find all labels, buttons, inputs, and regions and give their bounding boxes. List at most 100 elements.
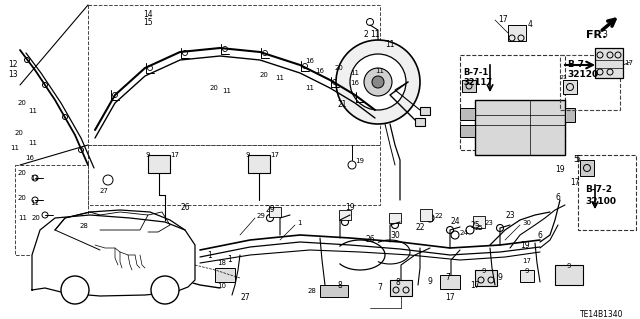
Text: 20: 20 [18, 195, 27, 201]
Text: 19: 19 [355, 158, 364, 164]
Text: 20: 20 [210, 85, 219, 91]
Text: 23: 23 [485, 220, 494, 226]
Bar [473, 216, 485, 228]
Text: 17: 17 [470, 280, 480, 290]
Text: 29: 29 [265, 205, 275, 214]
Text: 20: 20 [15, 130, 24, 136]
Bar [475, 100, 565, 155]
Bar [420, 107, 430, 115]
Bar [563, 80, 577, 94]
Bar [595, 48, 623, 78]
Text: 9: 9 [482, 268, 486, 274]
Text: B-7-2: B-7-2 [585, 185, 612, 194]
Text: 30: 30 [522, 220, 531, 226]
Text: 5: 5 [575, 155, 580, 164]
Bar [15, 165, 88, 255]
Bar [320, 285, 348, 297]
Text: 25: 25 [475, 225, 484, 231]
Text: 11: 11 [305, 85, 314, 91]
Text: 20: 20 [18, 170, 27, 176]
Text: 14: 14 [143, 10, 153, 19]
Text: 11: 11 [30, 200, 39, 206]
Bar [88, 145, 380, 205]
Text: 13: 13 [8, 70, 18, 79]
Circle shape [364, 68, 392, 96]
Text: 28: 28 [308, 288, 317, 294]
Text: 32120: 32120 [567, 70, 598, 79]
Text: 11: 11 [350, 70, 359, 76]
Text: 28: 28 [80, 223, 89, 229]
Text: 17: 17 [570, 178, 580, 187]
Bar [520, 270, 534, 282]
Text: 21: 21 [560, 75, 568, 80]
Circle shape [336, 40, 420, 124]
Text: FR.: FR. [586, 30, 607, 40]
Bar [578, 155, 636, 230]
Text: 23: 23 [505, 211, 515, 219]
Bar [215, 268, 235, 282]
Text: 26: 26 [180, 204, 190, 212]
Bar [565, 108, 575, 122]
Text: 11: 11 [275, 75, 284, 81]
Text: 32100: 32100 [585, 197, 616, 206]
Text: 9: 9 [497, 273, 502, 283]
Bar [508, 25, 526, 41]
Bar [415, 118, 425, 126]
Circle shape [61, 276, 89, 304]
Text: 17: 17 [624, 60, 633, 66]
Text: 18: 18 [218, 260, 227, 266]
Text: 7: 7 [445, 273, 451, 282]
Bar [389, 213, 401, 223]
Bar [460, 108, 475, 120]
Text: 9: 9 [428, 278, 433, 286]
Text: 27: 27 [100, 188, 109, 194]
Text: 16: 16 [315, 68, 324, 74]
Bar [248, 155, 270, 173]
Bar [339, 210, 351, 220]
Text: 11: 11 [18, 215, 27, 221]
Bar [560, 55, 620, 110]
Text: 32117: 32117 [463, 78, 492, 87]
Text: 9: 9 [245, 152, 250, 158]
Text: 20: 20 [32, 215, 41, 221]
Bar [93, 220, 121, 232]
Text: 11: 11 [222, 88, 231, 94]
Bar [462, 80, 476, 92]
Text: 24: 24 [460, 230, 468, 236]
Bar [440, 275, 460, 289]
Text: 19: 19 [520, 241, 530, 249]
Text: 16: 16 [350, 80, 359, 86]
Text: 17: 17 [170, 152, 179, 158]
Circle shape [372, 76, 384, 88]
Text: 17: 17 [270, 152, 279, 158]
Text: B-7: B-7 [567, 60, 584, 69]
Text: 8: 8 [396, 278, 401, 287]
Text: 16: 16 [305, 58, 314, 64]
Bar [475, 270, 497, 286]
Text: 1: 1 [207, 250, 212, 259]
Text: B-7-1: B-7-1 [463, 68, 488, 77]
Text: 27: 27 [240, 293, 250, 302]
Text: 17: 17 [445, 293, 455, 302]
Text: 22: 22 [435, 213, 444, 219]
Bar [148, 155, 170, 173]
Text: 19: 19 [345, 203, 355, 211]
Text: 20: 20 [260, 72, 269, 78]
Text: 1: 1 [228, 256, 232, 264]
Text: 19: 19 [555, 165, 564, 174]
Text: 24: 24 [450, 218, 460, 226]
Text: 9: 9 [567, 263, 572, 269]
Text: 21: 21 [337, 100, 346, 109]
Text: 25: 25 [470, 220, 480, 229]
Bar [420, 209, 432, 221]
Text: 22: 22 [415, 224, 425, 233]
Text: 20: 20 [18, 100, 27, 106]
Bar [460, 55, 565, 150]
Text: 2: 2 [363, 30, 368, 39]
Text: 11: 11 [370, 30, 380, 39]
Text: 6: 6 [538, 231, 543, 240]
Text: 27: 27 [170, 291, 180, 300]
Text: 11: 11 [28, 108, 37, 114]
Text: 20: 20 [335, 65, 344, 71]
Text: TE14B1340: TE14B1340 [580, 310, 623, 319]
